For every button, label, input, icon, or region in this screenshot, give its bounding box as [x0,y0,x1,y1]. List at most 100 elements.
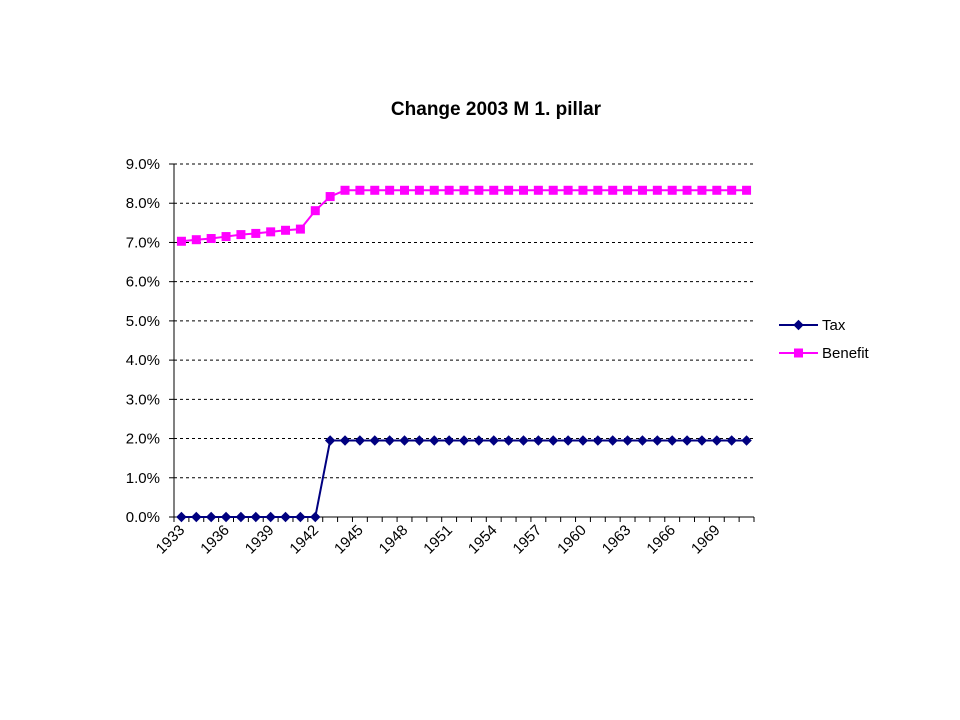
legend-item-benefit: Benefit [779,345,870,362]
data-point-tax [205,511,217,523]
data-point-benefit [667,185,677,195]
data-point-benefit [251,228,261,238]
data-point-benefit [504,185,514,195]
data-point-tax [191,511,202,523]
legend-label-benefit: Benefit [822,345,870,362]
y-tick-label: 6.0% [126,274,160,291]
y-tick-label: 0.0% [126,509,160,526]
data-point-tax [622,435,633,446]
data-point-benefit [236,230,246,240]
data-point-benefit [325,192,335,202]
y-tick-label: 1.0% [126,470,160,487]
data-point-tax [652,435,663,446]
data-point-tax [250,511,262,523]
y-tick-label: 8.0% [126,195,160,212]
y-tick-label: 3.0% [126,391,160,408]
x-tick-label: 1948 [376,522,412,558]
x-tick-label: 1951 [420,522,456,558]
data-point-benefit [414,185,424,195]
x-axis-ticks: 1933 1936 1939 1942 1945 1948 1951 1954 1957 1960… [153,517,755,558]
data-point-tax [265,511,276,523]
data-point-tax [726,435,737,446]
data-point-tax [310,511,321,523]
data-point-tax [399,435,410,446]
data-point-tax [339,435,351,446]
data-point-tax [577,435,589,446]
data-point-benefit [295,224,305,234]
data-point-benefit [474,185,484,195]
data-point-benefit [310,206,320,216]
data-point-benefit [533,185,543,195]
legend: Tax Benefit [779,317,870,362]
data-point-benefit [578,185,588,195]
data-point-tax [220,511,232,523]
gridlines [174,163,754,479]
x-tick-label: 1936 [197,522,233,558]
data-point-tax [458,435,470,446]
y-axis-ticks: 0.0% 1.0% 2.0% 3.0% 4.0% 5.0% 6.0% 7.0% 8.0% 9.0% [126,156,174,526]
data-point-tax [681,435,693,446]
data-point-tax [443,435,455,446]
data-point-benefit [340,185,350,195]
x-tick-label: 1966 [643,522,679,558]
data-point-benefit [206,234,216,244]
data-point-benefit [727,185,737,195]
series-benefit [176,185,752,246]
y-tick-label: 2.0% [126,431,160,448]
data-point-tax [369,435,380,446]
data-point-tax [324,435,336,446]
data-point-tax [533,435,544,446]
data-point-benefit [385,185,395,195]
data-point-benefit [742,185,752,195]
data-point-tax [592,435,604,446]
data-point-benefit [712,185,722,195]
data-point-tax [488,435,499,446]
chart-title: Change 2003 M 1. pillar [391,99,602,120]
data-point-benefit [191,235,201,245]
x-tick-label: 1969 [688,522,724,558]
data-point-tax [280,511,291,523]
x-tick-label: 1957 [510,522,546,558]
data-point-tax [354,435,366,446]
data-point-tax [741,435,752,446]
data-point-benefit [221,232,231,242]
data-point-benefit [682,185,692,195]
data-point-tax [176,511,187,523]
y-tick-label: 9.0% [126,156,160,173]
y-tick-label: 4.0% [126,352,160,369]
legend-label-tax: Tax [822,317,846,334]
data-point-tax [503,435,514,446]
data-point-tax [473,435,485,446]
x-tick-label: 1954 [465,522,501,558]
data-point-benefit [370,185,380,195]
legend-item-tax: Tax [779,317,846,334]
data-point-tax [607,435,618,446]
legend-marker-tax [793,319,804,331]
data-point-tax [666,435,678,446]
data-point-tax [429,435,440,446]
axes [173,164,754,518]
legend-marker-benefit [794,348,803,358]
x-tick-label: 1933 [153,522,189,558]
data-point-tax [384,435,395,446]
data-point-benefit [429,185,439,195]
data-point-benefit [444,185,454,195]
data-point-benefit [281,225,291,235]
data-point-benefit [400,185,410,195]
data-point-benefit [637,185,647,195]
data-point-benefit [623,185,633,195]
data-point-tax [637,435,648,446]
series-line-tax [181,439,747,518]
data-point-tax [295,511,306,523]
x-tick-label: 1945 [331,522,367,558]
data-point-benefit [593,185,603,195]
y-tick-label: 7.0% [126,234,160,251]
data-point-tax [414,435,425,446]
data-point-benefit [608,185,618,195]
x-tick-label: 1960 [554,522,590,558]
x-tick-label: 1963 [599,522,635,558]
x-tick-label: 1939 [242,522,278,558]
y-tick-label: 5.0% [126,313,160,330]
data-point-benefit [489,185,499,195]
